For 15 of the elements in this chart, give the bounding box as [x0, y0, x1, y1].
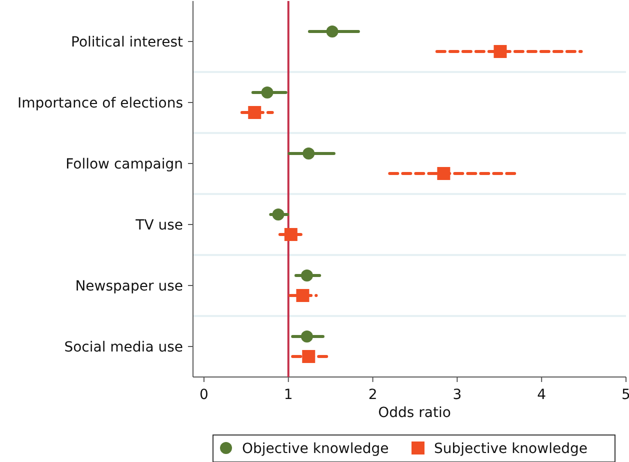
y-tick-label: Social media use: [64, 339, 183, 356]
legend-label: Objective knowledge: [242, 440, 389, 457]
x-axis-title: Odds ratio: [378, 405, 451, 421]
legend-label: Subjective knowledge: [434, 440, 588, 457]
x-tick-label: 5: [622, 387, 629, 403]
x-tick-label: 0: [200, 387, 208, 403]
y-tick-label: Follow campaign: [66, 156, 183, 172]
x-tick-label: 2: [368, 387, 378, 403]
x-tick-label: 4: [537, 387, 546, 403]
x-tick-label: 1: [284, 387, 293, 403]
x-tick-label: 3: [452, 387, 462, 403]
y-tick-label: Importance of elections: [17, 95, 183, 112]
y-tick-label: TV use: [134, 217, 183, 234]
y-tick-label: Newspaper use: [75, 278, 183, 294]
y-tick-label: Political interest: [71, 34, 184, 50]
